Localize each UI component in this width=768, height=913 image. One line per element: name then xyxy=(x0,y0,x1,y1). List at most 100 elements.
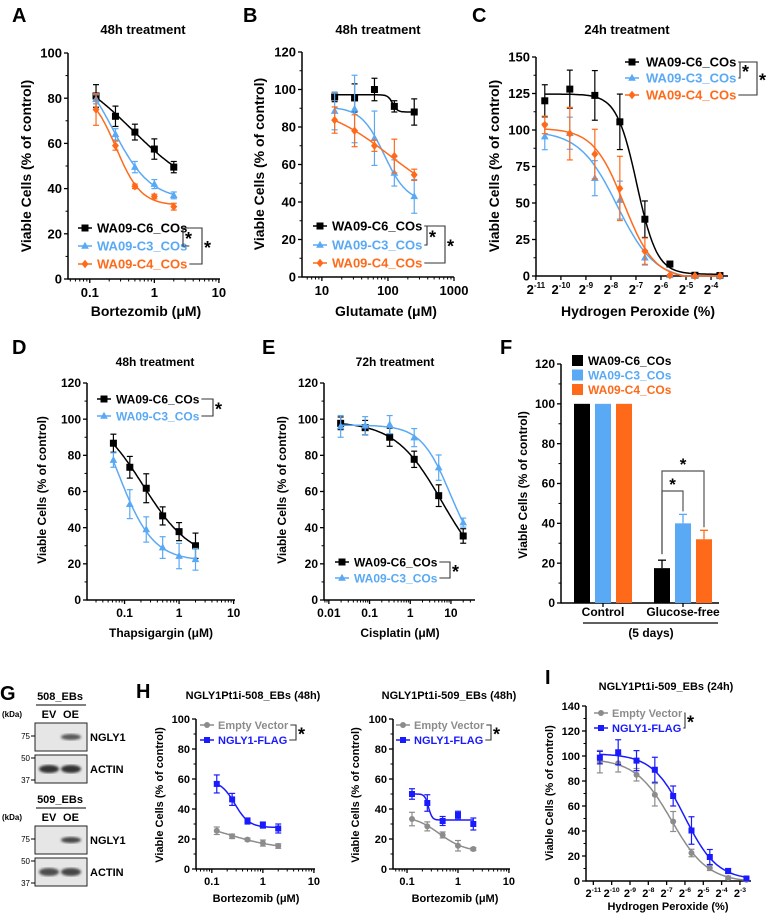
x-tick-label: 0.01 xyxy=(317,606,341,620)
y-tick-label: 60 xyxy=(178,774,190,786)
legend-label: Empty Vector xyxy=(414,720,485,732)
y-tick-label: 100 xyxy=(274,82,296,97)
y-axis-label: Viable Cells (% of control) xyxy=(516,411,530,559)
y-tick-label: 100 xyxy=(61,412,81,426)
data-point xyxy=(350,104,359,112)
y-tick-label: 60 xyxy=(282,157,296,172)
legend-label: WA09-C3_COs xyxy=(588,369,672,383)
bar xyxy=(654,568,670,603)
significance-star: * xyxy=(204,238,211,258)
panel-letter-C: C xyxy=(472,5,486,27)
tick-exponent: -10 xyxy=(559,281,571,290)
protein-label: NGLY1 xyxy=(90,732,126,744)
data-point xyxy=(131,162,139,170)
data-point xyxy=(596,754,603,761)
lane-label: EV xyxy=(42,812,57,824)
data-point xyxy=(641,246,649,256)
x-axis-label: Glutamate (μM) xyxy=(335,303,437,319)
mw-marker-label: 37 xyxy=(21,776,30,785)
x-tick-label: 2-8 xyxy=(604,281,619,297)
series-wa09-c3-cos xyxy=(92,94,178,200)
significance-star: * xyxy=(687,713,694,733)
tick-base: 2 xyxy=(679,888,685,900)
series-ngly1-flag xyxy=(596,739,750,882)
x-tick-label: 2-8 xyxy=(642,887,654,900)
x-axis-label: Cisplatin (μM) xyxy=(360,626,439,640)
legend-label: WA09-C4_COs xyxy=(97,257,187,272)
data-point xyxy=(670,793,677,799)
x-axis-label: Bortezomib (μM) xyxy=(213,893,300,905)
data-point xyxy=(111,130,120,138)
mw-marker-label: 50 xyxy=(21,857,30,866)
x-tick-label: 10 xyxy=(503,876,515,888)
y-tick-label: 0 xyxy=(55,272,62,287)
y-tick-label: 20 xyxy=(568,851,580,863)
y-tick-label: 20 xyxy=(542,556,556,570)
significance-bracket xyxy=(738,61,758,96)
legend-label: WA09-C4_COs xyxy=(646,88,736,103)
fit-curve xyxy=(112,443,196,546)
significance-star: * xyxy=(447,237,454,257)
y-tick-label: 80 xyxy=(375,744,387,756)
y-tick-label: 60 xyxy=(568,801,580,813)
data-point xyxy=(229,833,236,840)
tick-exponent: -7 xyxy=(636,281,644,290)
fit-curve xyxy=(340,422,464,537)
significance-bracket xyxy=(439,561,451,579)
panel-letter-G: G xyxy=(0,683,16,705)
tick-base: 2 xyxy=(604,888,610,900)
x-tick-label: 2-6 xyxy=(654,281,669,297)
data-point xyxy=(410,108,418,116)
tick-exponent: -9 xyxy=(630,887,636,894)
y-axis-label: Viable Cells (% of control) xyxy=(544,725,556,861)
chart-title: 72h treatment xyxy=(356,355,435,369)
series-wa09-c3-cos xyxy=(336,414,468,528)
tick-base: 2 xyxy=(604,282,611,297)
mw-marker-label: 50 xyxy=(21,754,30,763)
data-point xyxy=(170,163,178,171)
significance-bracket xyxy=(661,470,705,555)
legend-marker xyxy=(338,558,346,566)
data-point xyxy=(410,455,418,463)
fit-curve xyxy=(340,424,464,523)
y-axis-label: Viable Cells (% of control) xyxy=(154,727,166,863)
y-tick-label: 100 xyxy=(298,412,318,426)
data-point xyxy=(275,843,282,850)
y-tick-label: 100 xyxy=(172,714,190,726)
y-tick-label: 100 xyxy=(40,46,62,61)
tick-base: 2 xyxy=(697,888,703,900)
significance-star: * xyxy=(452,562,459,582)
legend-marker xyxy=(338,573,346,581)
y-tick-label: 80 xyxy=(542,437,556,451)
data-point xyxy=(470,821,477,827)
data-point xyxy=(385,420,394,428)
bar xyxy=(675,523,691,603)
tick-base: 2 xyxy=(716,888,722,900)
category-label: Glucose-free xyxy=(646,605,720,619)
y-tick-label: 0 xyxy=(311,593,318,607)
tick-base: 2 xyxy=(679,282,686,297)
legend-label: NGLY1-FLAG xyxy=(218,735,287,747)
x-tick-label: 10 xyxy=(227,606,241,620)
legend-label: WA09-C6_COs xyxy=(97,221,187,236)
data-point xyxy=(390,151,398,161)
data-point xyxy=(688,827,695,834)
data-point xyxy=(716,271,724,281)
x-tick-label: 0.1 xyxy=(81,285,99,300)
significance-bracket xyxy=(424,225,446,264)
fit-curve xyxy=(112,460,196,560)
data-point xyxy=(435,492,443,500)
data-point xyxy=(150,192,158,201)
significance-bracket xyxy=(289,724,297,741)
chart-panel-b: 0 20 40 60 80 100 120 48h treatment Viable Cells… xyxy=(251,22,468,319)
legend-swatch xyxy=(572,355,583,366)
data-point xyxy=(408,791,415,797)
data-point xyxy=(386,433,394,441)
panel-letter-E: E xyxy=(262,337,275,359)
data-point xyxy=(142,525,151,533)
legend-label: WA09-C6_COs xyxy=(332,219,422,234)
legend-label: Empty Vector xyxy=(218,720,289,732)
y-tick-label: 125 xyxy=(508,86,530,101)
legend-label: WA09-C3_COs xyxy=(332,238,422,253)
x-tick-label: 10 xyxy=(315,283,329,298)
